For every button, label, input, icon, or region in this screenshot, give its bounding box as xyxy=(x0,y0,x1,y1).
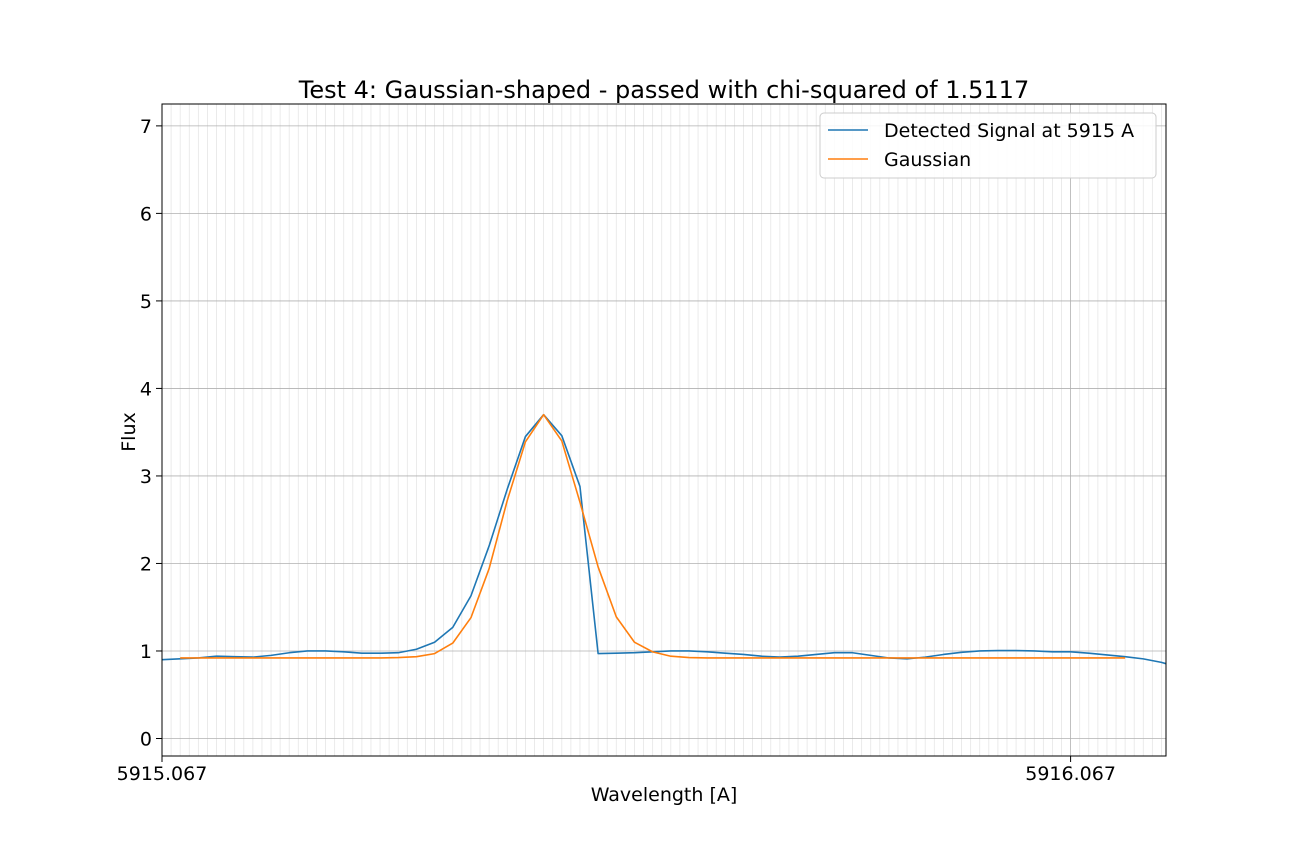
y-tick-label: 3 xyxy=(140,466,152,488)
y-tick-label: 2 xyxy=(140,553,152,575)
y-tick-label: 1 xyxy=(140,641,152,663)
legend-label: Detected Signal at 5915 A xyxy=(884,120,1134,142)
x-tick-label: 5916.067 xyxy=(1025,763,1116,785)
legend: Detected Signal at 5915 A Gaussian xyxy=(819,112,1157,179)
y-tick-label: 7 xyxy=(140,116,152,138)
chart-title: Test 4: Gaussian-shaped - passed with ch… xyxy=(298,76,1029,104)
axis-ticks: 0 1 2 3 4 5 6 7 5915.067 5916.067 xyxy=(117,116,1116,785)
y-tick-label: 5 xyxy=(140,291,152,313)
series-line-detected-signal xyxy=(161,413,1167,665)
legend-label: Gaussian xyxy=(884,149,971,171)
y-tick-label: 0 xyxy=(140,728,152,750)
y-axis-label: Flux xyxy=(118,412,140,452)
y-tick-label: 6 xyxy=(140,203,152,225)
y-tick-label: 4 xyxy=(140,378,152,400)
x-tick-label: 5915.067 xyxy=(117,763,208,785)
series-layer xyxy=(161,413,1167,665)
x-axis-label: Wavelength [A] xyxy=(591,784,738,806)
plot-frame xyxy=(161,103,1167,757)
minor-gridlines xyxy=(170,104,1162,756)
series-line-gaussian xyxy=(180,413,1126,659)
legend-box xyxy=(819,112,1157,179)
